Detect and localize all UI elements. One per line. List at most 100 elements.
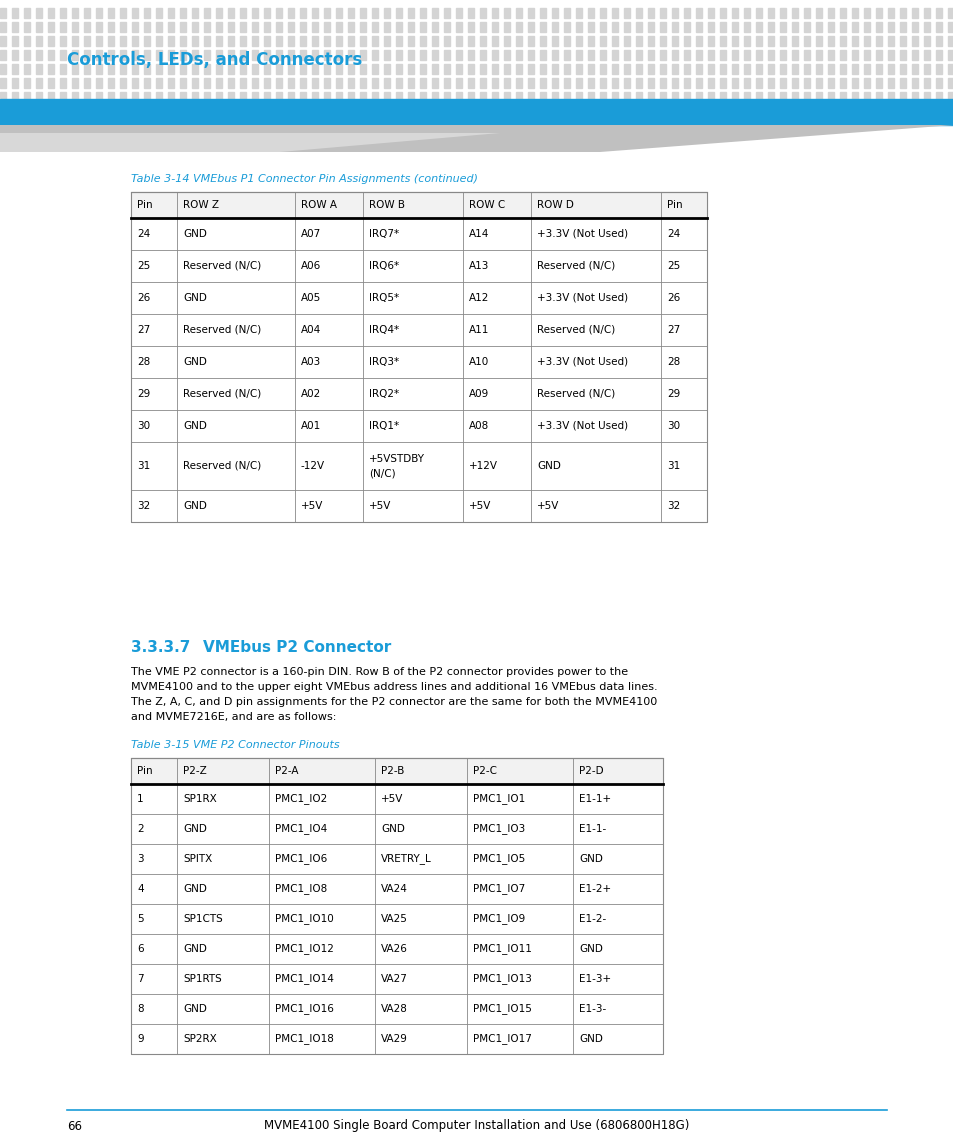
Text: VA26: VA26 — [380, 943, 408, 954]
Text: SPITX: SPITX — [183, 854, 212, 864]
Bar — [587, 8, 594, 18]
Bar — [84, 22, 90, 32]
Bar — [576, 50, 581, 60]
Bar — [911, 78, 917, 88]
Text: IRQ6*: IRQ6* — [369, 261, 398, 271]
Bar — [479, 78, 485, 88]
Bar — [935, 92, 941, 102]
Bar — [875, 92, 882, 102]
Bar — [659, 64, 665, 74]
Text: A04: A04 — [301, 325, 321, 335]
Bar — [108, 50, 113, 60]
Bar — [419, 64, 426, 74]
Bar — [215, 8, 222, 18]
Bar — [36, 92, 42, 102]
Text: ROW Z: ROW Z — [183, 200, 219, 210]
Bar — [96, 22, 102, 32]
Text: Controls, LEDs, and Connectors: Controls, LEDs, and Connectors — [67, 52, 362, 69]
Bar — [48, 92, 54, 102]
Bar — [840, 35, 845, 46]
Bar — [71, 78, 78, 88]
Text: The Z, A, C, and D pin assignments for the P2 connector are the same for both th: The Z, A, C, and D pin assignments for t… — [131, 697, 657, 706]
Bar — [599, 8, 605, 18]
Bar — [0, 8, 6, 18]
Bar — [780, 22, 785, 32]
Bar — [827, 22, 833, 32]
Bar — [180, 8, 186, 18]
Bar — [659, 22, 665, 32]
Bar — [288, 35, 294, 46]
Bar — [443, 8, 450, 18]
Bar — [780, 64, 785, 74]
Bar — [743, 22, 749, 32]
Text: PMC1_IO5: PMC1_IO5 — [473, 853, 525, 864]
Bar — [215, 78, 222, 88]
Bar — [539, 92, 545, 102]
Bar — [408, 78, 414, 88]
Text: E1-2+: E1-2+ — [578, 884, 611, 894]
Bar — [731, 64, 738, 74]
Bar — [612, 8, 618, 18]
Bar — [899, 8, 905, 18]
Bar — [720, 22, 725, 32]
Text: P2-B: P2-B — [380, 766, 404, 776]
Bar — [443, 50, 450, 60]
Bar — [587, 78, 594, 88]
Bar — [827, 92, 833, 102]
Bar — [612, 22, 618, 32]
Bar — [60, 92, 66, 102]
Bar — [503, 92, 510, 102]
Bar — [96, 35, 102, 46]
Bar — [384, 78, 390, 88]
Bar — [0, 78, 6, 88]
Text: A13: A13 — [469, 261, 489, 271]
Bar — [108, 92, 113, 102]
Bar — [395, 8, 401, 18]
Bar — [359, 78, 366, 88]
Bar — [887, 35, 893, 46]
Bar — [911, 92, 917, 102]
Text: GND: GND — [578, 854, 602, 864]
Bar — [576, 64, 581, 74]
Bar — [647, 92, 654, 102]
Bar — [755, 92, 761, 102]
Bar — [780, 35, 785, 46]
Bar — [312, 50, 317, 60]
Bar — [911, 64, 917, 74]
Bar — [0, 64, 6, 74]
Bar — [696, 92, 701, 102]
Bar — [492, 8, 497, 18]
Text: A11: A11 — [469, 325, 489, 335]
Bar — [384, 64, 390, 74]
Bar — [60, 78, 66, 88]
Bar — [299, 50, 306, 60]
Text: 26: 26 — [137, 293, 150, 303]
Text: A07: A07 — [301, 229, 321, 239]
Text: IRQ4*: IRQ4* — [369, 325, 398, 335]
Text: SP2RX: SP2RX — [183, 1034, 216, 1044]
Bar — [408, 8, 414, 18]
Bar — [479, 50, 485, 60]
Bar — [647, 22, 654, 32]
Bar — [264, 92, 270, 102]
Bar — [527, 92, 534, 102]
Text: 66: 66 — [67, 1120, 82, 1132]
Bar — [215, 64, 222, 74]
Bar — [827, 78, 833, 88]
Bar — [60, 35, 66, 46]
Bar — [359, 35, 366, 46]
Bar — [599, 22, 605, 32]
Text: Reserved (N/C): Reserved (N/C) — [183, 461, 261, 471]
Bar — [815, 78, 821, 88]
Bar — [0, 92, 6, 102]
Bar — [108, 35, 113, 46]
Bar — [131, 192, 706, 218]
Text: +3.3V (Not Used): +3.3V (Not Used) — [537, 229, 627, 239]
Bar — [683, 78, 689, 88]
Bar — [492, 78, 497, 88]
Text: PMC1_IO18: PMC1_IO18 — [274, 1034, 334, 1044]
Bar — [312, 64, 317, 74]
Text: A08: A08 — [469, 421, 489, 431]
Bar — [803, 22, 809, 32]
Bar — [599, 64, 605, 74]
